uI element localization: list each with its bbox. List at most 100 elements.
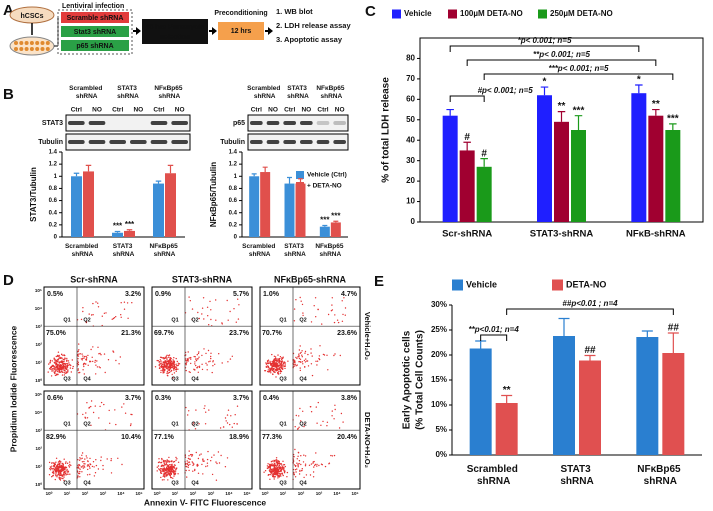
flow-event	[334, 408, 336, 411]
flow-event	[187, 461, 189, 463]
flow-event	[157, 360, 159, 362]
flow-event	[86, 357, 88, 359]
flow-event	[164, 360, 166, 362]
error-bar	[114, 230, 121, 233]
flow-event	[201, 368, 204, 371]
flow-event	[177, 473, 179, 475]
flow-event	[175, 366, 177, 368]
flow-event	[52, 370, 54, 372]
flow-event	[78, 349, 80, 351]
flow-event	[79, 476, 81, 478]
x-tick-label: STAT3 shRNA	[113, 243, 135, 258]
flow-event	[60, 472, 62, 474]
flow-event	[168, 356, 170, 358]
flow-event	[208, 409, 210, 411]
y-tick-label: 10%	[431, 400, 447, 409]
flow-event	[85, 412, 87, 414]
flow-event	[55, 359, 58, 362]
flow-event	[267, 369, 269, 371]
flow-event	[271, 463, 273, 465]
bar	[124, 230, 135, 237]
flow-event	[98, 353, 100, 355]
flow-event	[298, 361, 300, 363]
flow-event	[161, 479, 164, 481]
flow-event	[174, 473, 176, 476]
quadrant-name: Q4	[299, 480, 307, 486]
flow-event	[304, 465, 307, 467]
flow-event	[101, 315, 104, 317]
flow-event	[81, 353, 83, 355]
flow-event	[340, 412, 343, 415]
blot-band	[150, 121, 168, 125]
flow-event	[326, 421, 329, 423]
quadrant-percent: 69.7%	[154, 330, 175, 337]
y-tick-label: 20	[406, 176, 415, 185]
flow-event	[63, 374, 66, 376]
flow-event	[274, 369, 276, 371]
flow-event	[224, 466, 227, 468]
flow-event	[60, 360, 62, 363]
flow-event	[66, 362, 68, 365]
flow-event	[82, 355, 84, 357]
flow-y-tick-label: 10⁵	[35, 288, 42, 293]
flow-event	[161, 457, 163, 460]
flow-event	[218, 462, 221, 464]
flow-event	[282, 474, 284, 477]
flow-event	[300, 455, 302, 457]
error-bar	[463, 141, 471, 151]
flow-event	[167, 479, 169, 481]
flow-event	[59, 478, 61, 480]
flow-event	[227, 319, 229, 321]
blot-strip	[65, 114, 191, 132]
flow-event	[272, 473, 274, 475]
flow-event	[61, 366, 63, 369]
flow-event	[59, 463, 61, 465]
flow-event	[331, 297, 333, 299]
flow-event	[169, 470, 172, 473]
x-tick-label: Scrambled shRNA	[65, 243, 100, 258]
significance-mark: ***	[113, 222, 123, 231]
flow-event	[282, 356, 284, 358]
flow-event	[167, 473, 169, 475]
construct-frame	[57, 9, 133, 55]
y-tick-label: 80	[406, 54, 415, 63]
flow-event	[274, 364, 276, 366]
y-tick-label: 0.8	[49, 186, 58, 192]
flow-event	[299, 345, 301, 347]
flow-event	[294, 448, 296, 451]
flow-event	[206, 364, 208, 366]
legend-label: Vehicle (Ctrl)	[307, 172, 347, 179]
flow-event	[330, 310, 333, 312]
flow-event	[278, 362, 280, 364]
flow-event	[331, 309, 334, 311]
flow-event	[123, 403, 125, 405]
flow-event	[305, 358, 307, 360]
preconditioning-label: Preconditioning	[214, 10, 267, 17]
flow-event	[213, 454, 215, 456]
flow-event	[82, 413, 84, 416]
dish-cell	[14, 47, 18, 51]
blot-band	[300, 140, 313, 144]
flow-event	[157, 461, 160, 464]
blot-band	[266, 140, 280, 144]
blot-band	[333, 140, 346, 144]
flow-event	[167, 375, 169, 377]
flow-event	[79, 464, 81, 467]
flow-event	[163, 363, 165, 365]
legend-swatch	[452, 279, 463, 291]
flow-event	[123, 308, 126, 310]
flow-event	[235, 321, 237, 323]
flow-event	[166, 364, 168, 367]
flow-event	[80, 318, 83, 321]
flow-event	[282, 465, 284, 467]
flow-event	[298, 415, 300, 417]
bar	[284, 183, 295, 237]
quadrant-percent: 20.4%	[337, 434, 358, 441]
flow-event	[211, 371, 213, 374]
flow-event	[169, 361, 171, 363]
flow-event	[110, 472, 113, 474]
flow-event	[57, 359, 60, 361]
flow-event	[87, 464, 90, 466]
flow-event	[319, 345, 321, 347]
